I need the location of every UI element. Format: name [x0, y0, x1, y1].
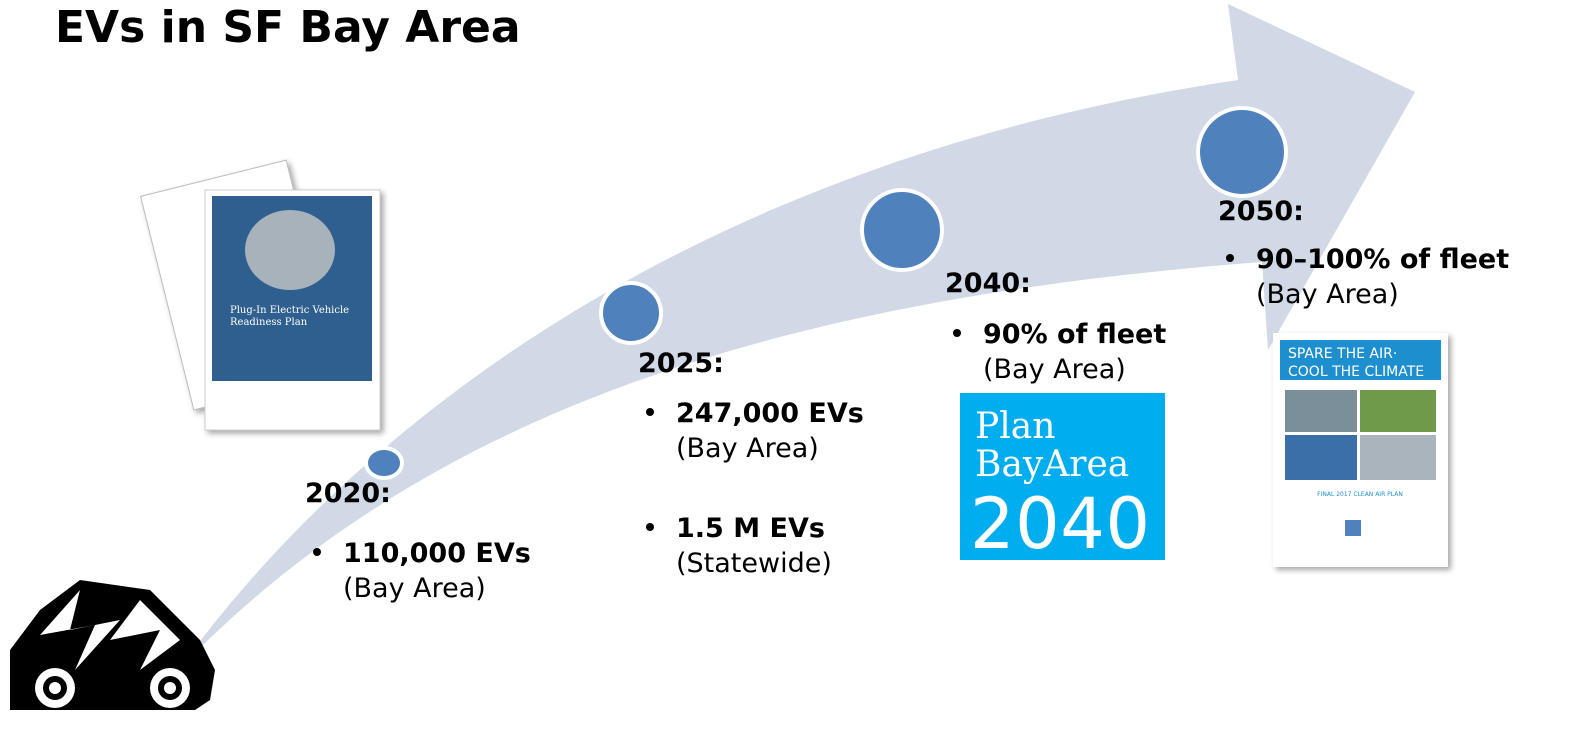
milestones: 2020: 110,000 EVs (Bay Area) 2025: 247,000 E… — [305, 196, 1509, 604]
milestone-scope: (Bay Area) — [676, 433, 819, 464]
bullet — [1226, 254, 1234, 262]
milestone-dot — [599, 281, 663, 345]
timeline-arrow — [180, 4, 1415, 668]
milestone-scope: (Bay Area) — [983, 354, 1126, 385]
logo-line: BayArea — [975, 444, 1129, 485]
milestone-value: 1.5 M EVs — [676, 513, 825, 544]
milestone-dot — [364, 446, 404, 480]
bullet — [646, 523, 654, 531]
milestone-scope: (Bay Area) — [343, 573, 486, 604]
milestone-value: 90% of fleet — [983, 319, 1166, 350]
milestone-value: 110,000 EVs — [343, 538, 531, 569]
bullet — [313, 548, 321, 556]
pev-plan-document: Plug-In Electric Vehicle Readiness Plan — [140, 159, 381, 431]
bullet — [953, 329, 961, 337]
milestone-scope: (Statewide) — [676, 548, 832, 579]
milestone-scope: (Bay Area) — [1256, 279, 1399, 310]
milestone-dot — [1196, 106, 1288, 198]
title: EVs in SF Bay Area — [55, 2, 521, 53]
milestone-year: 2025: — [638, 348, 724, 379]
milestone-value: 247,000 EVs — [676, 398, 864, 429]
logo-line: Plan — [975, 406, 1055, 447]
bullet — [646, 408, 654, 416]
doc-line: SPARE THE AIR· — [1288, 346, 1397, 362]
logo-line: 2040 — [970, 483, 1150, 565]
clean-air-plan-document: SPARE THE AIR· COOL THE CLIMATE FINAL 20… — [1273, 333, 1448, 567]
doc-line: COOL THE CLIMATE — [1288, 364, 1424, 380]
ev-car-icon — [10, 580, 215, 710]
milestone-year: 2050: — [1218, 196, 1304, 227]
pev-plan-title: Plug-In Electric Vehicle Readiness Plan — [230, 305, 350, 328]
milestone-year: 2020: — [305, 478, 391, 509]
doc-footer: FINAL 2017 CLEAN AIR PLAN — [1317, 491, 1403, 498]
plan-bay-area-logo: Plan BayArea 2040 — [960, 393, 1165, 565]
milestone-year: 2040: — [945, 268, 1031, 299]
milestone-value: 90–100% of fleet — [1256, 244, 1509, 275]
milestone-dot — [860, 188, 944, 272]
